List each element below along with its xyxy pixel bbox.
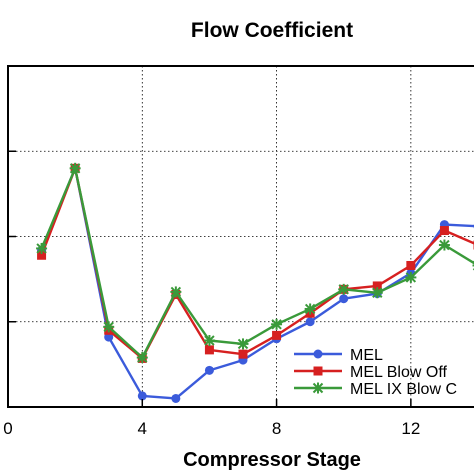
legend-label-1: MEL (350, 347, 383, 364)
legend-label-2: MEL Blow Off (350, 364, 447, 381)
data-point-3-6 (203, 335, 215, 347)
data-point-3-3 (103, 321, 115, 333)
grid (8, 66, 474, 407)
x-tick-label-2: 8 (272, 419, 281, 438)
data-point-3-13 (438, 239, 450, 251)
data-point-1-5 (171, 393, 181, 403)
data-point-1-9 (305, 317, 315, 327)
data-point-3-7 (237, 338, 249, 350)
x-tick-label-3: 12 (401, 419, 420, 438)
data-point-1-3 (104, 332, 114, 342)
data-point-3-2 (69, 162, 81, 174)
data-point-3-5 (170, 286, 182, 298)
data-point-3-1 (36, 242, 48, 254)
legend-marker-1 (313, 349, 323, 359)
data-point-1-10 (339, 294, 349, 304)
series-layer (36, 162, 474, 403)
data-point-3-8 (271, 318, 283, 330)
chart-title: Flow Coefficient (191, 19, 353, 42)
series-2 (37, 163, 474, 363)
legend-marker-3 (312, 382, 324, 394)
series-3 (36, 162, 474, 364)
data-point-2-1 (37, 250, 47, 260)
data-point-3-9 (304, 303, 316, 315)
data-point-2-11 (372, 281, 382, 291)
data-point-2-12 (406, 260, 416, 270)
plot-frame (7, 65, 474, 408)
legend-marker-2 (313, 366, 323, 376)
x-tick-label-0: 0 (3, 419, 12, 438)
x-tick-label-1: 4 (138, 419, 147, 438)
data-point-3-4 (136, 352, 148, 364)
legend-label-3: MEL IX Blow C (350, 381, 457, 398)
series-line-3 (40, 167, 474, 359)
x-ticks: 0 4 8 12 (3, 150, 420, 438)
data-point-2-6 (204, 345, 214, 355)
data-point-3-12 (405, 271, 417, 283)
x-axis-label: Compressor Stage (183, 449, 361, 471)
data-point-1-6 (204, 365, 214, 375)
data-point-3-11 (371, 287, 383, 299)
data-point-2-7 (238, 349, 248, 359)
series-line-2 (40, 167, 474, 360)
series-line-1 (40, 167, 474, 400)
data-point-1-4 (137, 391, 147, 401)
data-point-3-10 (338, 283, 350, 295)
data-point-2-8 (272, 330, 282, 340)
data-point-2-13 (439, 226, 449, 236)
